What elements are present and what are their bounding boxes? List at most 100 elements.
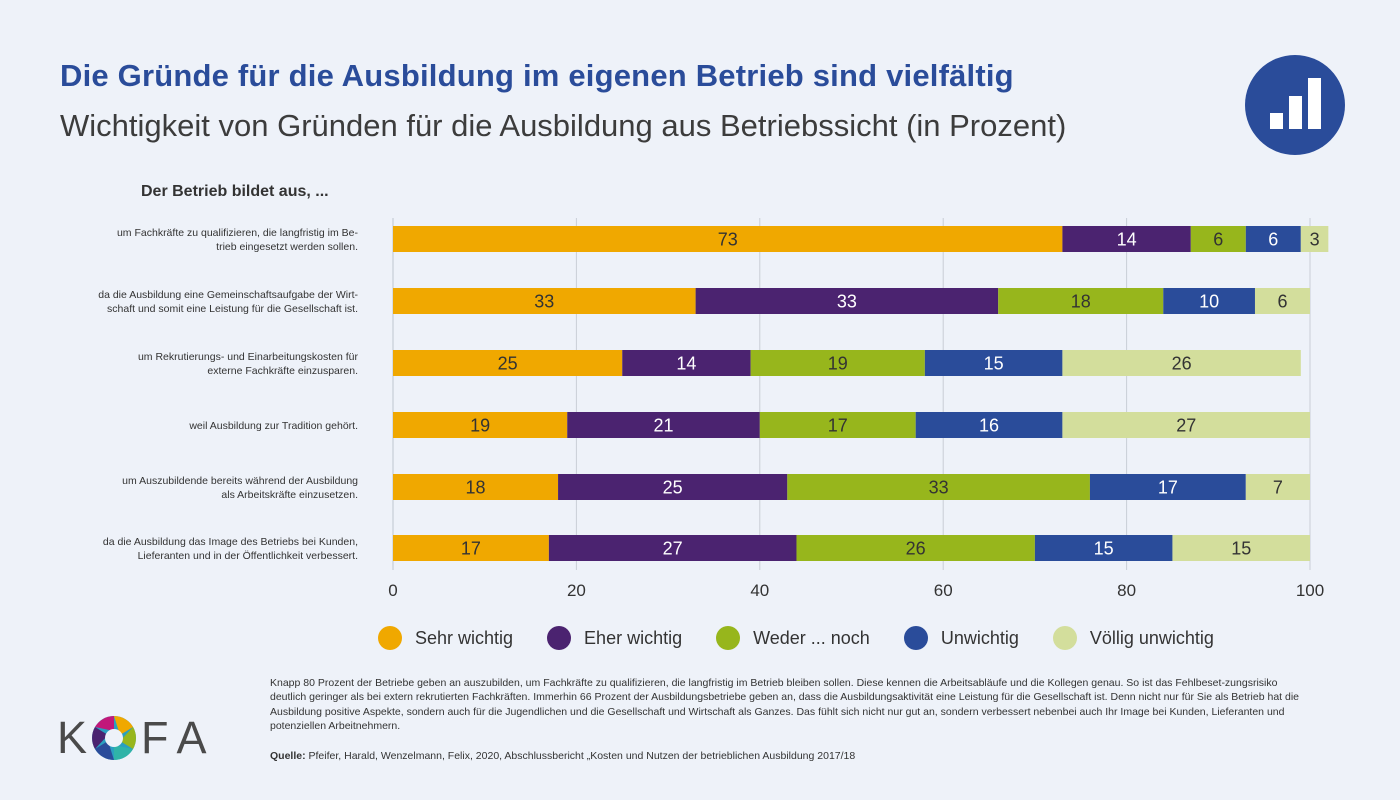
x-tick-label: 20 [567,581,586,600]
category-label: um Rekrutierungs- und Einarbeitungskoste… [138,351,359,363]
bar-segment [1172,535,1310,561]
legend-item: Weder ... noch [716,626,870,650]
data-label: 26 [1172,354,1192,374]
data-label: 14 [1117,230,1137,250]
bar-segment [548,535,797,561]
data-label: 16 [979,416,999,436]
bar-segment [1163,288,1255,314]
chart-section-title: Der Betrieb bildet aus, ... [141,183,329,200]
category-label: um Fachkräfte zu qualifizieren, die lang… [117,227,359,239]
data-label: 6 [1213,230,1223,250]
legend-label: Unwichtig [940,627,1019,648]
bar-segment [695,288,999,314]
x-tick-label: 80 [1117,581,1136,600]
data-label: 25 [498,354,518,374]
data-label: 17 [1158,478,1178,498]
legend-item: Sehr wichtig [378,626,513,650]
data-label: 33 [534,292,554,312]
data-label: 6 [1268,230,1278,250]
chart-title: Die Gründe für die Ausbildung im eigenen… [60,58,1014,93]
data-label: 7 [1273,478,1283,498]
data-label: 14 [676,354,696,374]
kofa-aperture-logo-icon [92,716,137,760]
bar-segment [998,288,1164,314]
x-tick-label: 0 [388,581,397,600]
legend-swatch [1052,626,1077,650]
category-label: externe Fachkräfte einzusparen. [207,365,358,377]
data-label: 6 [1277,292,1287,312]
bar-segment [1062,412,1310,438]
bar-segment [622,350,751,376]
x-tick-label: 60 [934,581,953,600]
bar-segment [567,412,760,438]
bar-segment [1062,226,1191,252]
bar-segment [1254,288,1310,314]
category-label: schaft und somit eine Leistung für die G… [107,303,358,315]
data-label: 18 [1071,292,1091,312]
bar-segment [1034,535,1173,561]
bar-segment [759,412,916,438]
x-tick-label: 40 [750,581,769,600]
data-label: 17 [828,416,848,436]
bar-segment [393,226,1063,252]
bar-segment [1190,226,1246,252]
x-tick-label: 100 [1296,581,1324,600]
category-label: Lieferanten und in der Öffentlichkeit ve… [138,550,358,562]
data-label: 15 [1231,539,1251,559]
legend-item: Unwichtig [903,626,1019,650]
bar-segment [393,412,568,438]
data-label: 27 [663,539,683,559]
bar-segment [796,535,1035,561]
bar-segment [393,535,549,561]
data-label: 15 [1094,539,1114,559]
bar-segment [787,474,1090,500]
bar-segment [924,350,1063,376]
data-label: 25 [663,478,683,498]
bar-segment [393,288,696,314]
data-label: 15 [984,354,1004,374]
chart-subtitle: Wichtigkeit von Gründen für die Ausbildu… [60,108,1067,143]
data-label: 19 [470,416,490,436]
legend-label: Sehr wichtig [415,627,514,648]
legend-label: Völlig unwichtig [1089,627,1214,648]
brand-letter-a: A [176,712,207,763]
bar-segment [1062,350,1301,376]
category-label: als Arbeitskräfte einzusetzen. [221,489,358,501]
legend-swatch [716,626,741,650]
category-label: trieb eingesetzt werden sollen. [216,241,358,253]
data-label: 3 [1310,230,1320,250]
data-label: 18 [466,478,486,498]
category-label: da die Ausbildung eine Gemeinschaftsaufg… [98,289,358,301]
data-label: 17 [461,539,481,559]
source-line: Quelle: Pfeifer, Harald, Wenzelmann, Fel… [270,750,1305,762]
legend-swatch [547,626,572,650]
bar-segment [1245,226,1301,252]
legend-swatch [903,626,928,650]
legend-item: Völlig unwichtig [1052,626,1214,650]
bar-segment [1089,474,1246,500]
category-label: da die Ausbildung das Image des Betriebs… [103,536,358,548]
bar-segment [393,474,559,500]
data-label: 26 [906,539,926,559]
data-label: 73 [718,230,738,250]
chart-legend: Sehr wichtig Eher wichtig Weder ... noch Un… [378,624,1248,652]
brand-letter-f: F [141,712,169,763]
data-label: 10 [1199,292,1219,312]
bar-chart-icon [1245,55,1345,155]
bar-segment [1245,474,1310,500]
bar-segment [1300,226,1329,252]
data-label: 19 [828,354,848,374]
category-label: um Auszubildende bereits während der Aus… [122,475,358,487]
bar-segment [558,474,788,500]
bar-segment [915,412,1063,438]
bar-segment [393,350,623,376]
data-label: 33 [837,292,857,312]
explanatory-note: Knapp 80 Prozent der Betriebe geben an a… [270,677,1300,732]
data-label: 33 [929,478,949,498]
legend-item: Eher wichtig [547,626,682,650]
kofa-logo: K F A [57,712,207,764]
data-label: 27 [1176,416,1196,436]
legend-label: Eher wichtig [584,627,683,648]
source-label: Quelle: [270,750,306,762]
